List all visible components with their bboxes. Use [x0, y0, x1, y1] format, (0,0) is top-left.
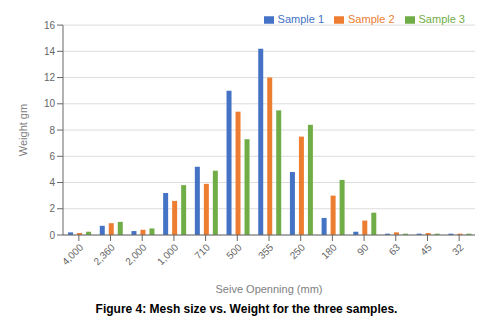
- svg-text:0: 0: [49, 230, 55, 241]
- svg-text:Seive Openning (mm): Seive Openning (mm): [216, 283, 323, 295]
- svg-text:12: 12: [44, 72, 56, 83]
- svg-text:180: 180: [319, 241, 339, 261]
- svg-text:45: 45: [418, 241, 434, 257]
- svg-text:10: 10: [44, 98, 56, 109]
- svg-text:8: 8: [49, 125, 55, 136]
- html-text:Figure 4: Mesh size vs. Weight: Figure 4: Mesh size vs. Weight for the t…: [95, 302, 398, 316]
- html-text:Sample 2: Sample 2: [348, 13, 395, 25]
- html-text:Sample 1: Sample 1: [277, 13, 324, 25]
- svg-text:710: 710: [192, 241, 212, 261]
- svg-text:32: 32: [450, 241, 466, 257]
- svg-text:16: 16: [44, 20, 56, 31]
- svg-text:63: 63: [387, 241, 403, 257]
- svg-text:500: 500: [224, 241, 244, 261]
- svg-text:Weight gm: Weight gm: [17, 104, 29, 156]
- svg-text:2,360: 2,360: [91, 241, 117, 267]
- svg-text:4: 4: [49, 177, 55, 188]
- svg-text:2,000: 2,000: [123, 241, 149, 267]
- svg-text:90: 90: [355, 241, 371, 257]
- svg-text:6: 6: [49, 151, 55, 162]
- html-text:Sample 3: Sample 3: [418, 13, 465, 25]
- svg-text:14: 14: [44, 46, 56, 57]
- svg-text:355: 355: [256, 241, 276, 261]
- svg-text:2: 2: [49, 203, 55, 214]
- svg-text:1,000: 1,000: [155, 241, 181, 267]
- svg-text:4,000: 4,000: [60, 241, 86, 267]
- svg-text:250: 250: [288, 241, 308, 261]
